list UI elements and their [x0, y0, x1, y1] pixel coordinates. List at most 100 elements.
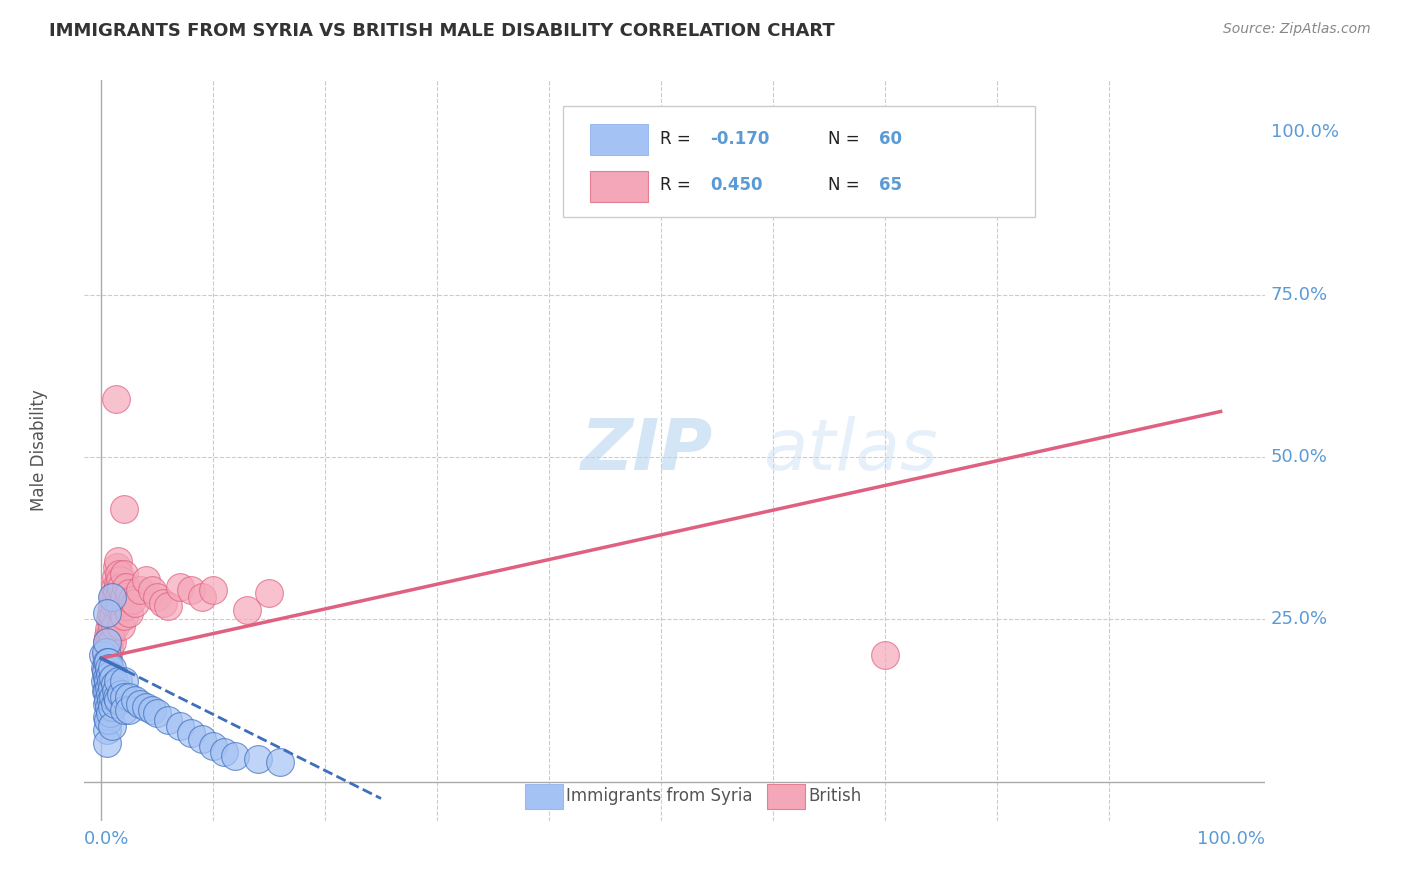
Point: [191, 732, 214, 747]
Point: [97, 667, 120, 681]
Point: [103, 590, 125, 604]
Point: [146, 590, 169, 604]
Point: [146, 706, 169, 721]
Point: [157, 599, 180, 614]
Point: [103, 677, 125, 691]
FancyBboxPatch shape: [591, 170, 648, 202]
Point: [96, 671, 118, 685]
Point: [100, 693, 122, 707]
Point: [118, 586, 141, 600]
Text: N =: N =: [828, 177, 865, 194]
Point: [112, 703, 135, 717]
Point: [96, 667, 118, 681]
Point: [104, 590, 127, 604]
Point: [101, 700, 124, 714]
Point: [112, 690, 135, 705]
Point: [94, 665, 117, 679]
Text: 60: 60: [879, 129, 903, 148]
Point: [103, 690, 125, 705]
Text: Male Disability: Male Disability: [31, 390, 48, 511]
Point: [124, 596, 146, 610]
FancyBboxPatch shape: [591, 124, 648, 155]
Point: [94, 648, 117, 662]
Point: [180, 726, 202, 740]
Point: [104, 683, 127, 698]
Text: British: British: [808, 788, 862, 805]
Point: [112, 590, 135, 604]
Point: [98, 706, 121, 721]
Point: [93, 661, 115, 675]
Point: [101, 599, 124, 614]
Point: [101, 719, 124, 733]
Point: [141, 583, 163, 598]
Point: [101, 661, 124, 675]
Point: [107, 599, 129, 614]
Point: [97, 693, 120, 707]
Point: [98, 687, 121, 701]
Point: [118, 606, 141, 620]
Point: [101, 619, 124, 633]
Point: [96, 736, 118, 750]
Point: [129, 697, 152, 711]
Point: [98, 622, 121, 636]
Text: 75.0%: 75.0%: [1271, 285, 1329, 303]
Point: [100, 625, 122, 640]
Text: IMMIGRANTS FROM SYRIA VS BRITISH MALE DISABILITY CORRELATION CHART: IMMIGRANTS FROM SYRIA VS BRITISH MALE DI…: [49, 22, 835, 40]
Point: [141, 703, 163, 717]
Point: [169, 719, 191, 733]
Point: [96, 651, 118, 665]
Point: [135, 574, 157, 588]
Text: R =: R =: [659, 129, 696, 148]
Text: 100.0%: 100.0%: [1198, 830, 1265, 848]
Point: [169, 580, 191, 594]
Point: [98, 661, 121, 675]
Point: [94, 645, 117, 659]
Point: [97, 713, 120, 727]
Point: [100, 673, 122, 688]
Point: [103, 697, 125, 711]
Text: Immigrants from Syria: Immigrants from Syria: [567, 788, 752, 805]
Point: [103, 619, 125, 633]
Point: [107, 576, 129, 591]
Point: [101, 681, 124, 695]
Point: [96, 683, 118, 698]
Point: [269, 755, 291, 769]
Point: [103, 599, 125, 614]
Point: [257, 586, 280, 600]
Point: [98, 641, 121, 656]
Point: [96, 697, 118, 711]
Point: [93, 673, 115, 688]
Point: [98, 632, 121, 646]
Point: [96, 723, 118, 737]
Point: [112, 673, 135, 688]
Text: 50.0%: 50.0%: [1271, 448, 1327, 466]
Point: [96, 606, 118, 620]
Point: [152, 596, 174, 610]
Point: [97, 655, 120, 669]
Point: [97, 648, 120, 662]
Text: R =: R =: [659, 177, 696, 194]
FancyBboxPatch shape: [768, 784, 804, 809]
Point: [93, 648, 115, 662]
Text: 0.0%: 0.0%: [84, 830, 129, 848]
Point: [98, 667, 121, 681]
Point: [107, 673, 129, 688]
Point: [135, 700, 157, 714]
Text: atlas: atlas: [763, 416, 938, 485]
Point: [103, 609, 125, 624]
Point: [96, 681, 118, 695]
Point: [118, 703, 141, 717]
FancyBboxPatch shape: [524, 784, 562, 809]
Point: [107, 693, 129, 707]
Point: [129, 583, 152, 598]
Point: [96, 655, 118, 669]
Point: [191, 590, 214, 604]
Point: [214, 746, 236, 760]
Point: [180, 583, 202, 598]
Point: [101, 635, 124, 649]
Point: [103, 580, 125, 594]
Text: ZIP: ZIP: [581, 416, 713, 485]
Point: [202, 739, 225, 753]
Point: [98, 612, 121, 626]
Point: [100, 606, 122, 620]
